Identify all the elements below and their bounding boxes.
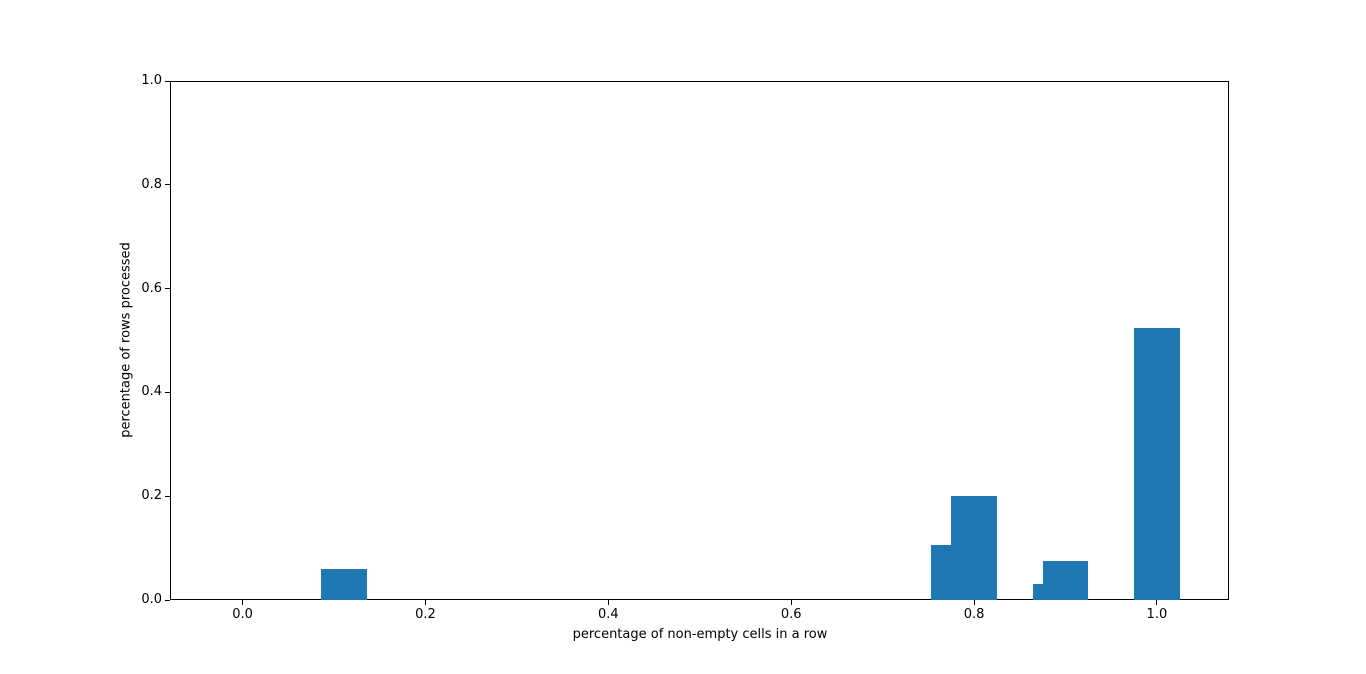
x-tick-label: 0.2 (415, 607, 436, 622)
x-tick-label: 0.0 (232, 607, 253, 622)
bar (321, 568, 367, 600)
bar (1134, 327, 1180, 600)
bar (951, 496, 997, 600)
x-tick (790, 600, 792, 605)
y-tick-label: 0.8 (141, 176, 162, 192)
y-tick-label: 0.0 (141, 592, 162, 607)
y-tick (165, 288, 170, 290)
y-tick-label: 0.2 (141, 488, 162, 504)
y-tick-label: 1.0 (141, 73, 162, 88)
y-tick (165, 391, 170, 393)
bar (1042, 560, 1089, 600)
y-axis-label: percentage of rows processed (118, 242, 134, 438)
x-tick (973, 600, 975, 605)
plot-area (170, 81, 1229, 600)
x-tick-label: 0.8 (963, 607, 985, 622)
x-tick-label: 0.6 (780, 607, 802, 622)
y-tick-label: 0.4 (141, 384, 162, 400)
x-tick (242, 600, 244, 605)
x-tick (425, 600, 426, 605)
x-tick (1156, 600, 1158, 605)
y-tick (165, 184, 170, 186)
y-tick (165, 80, 170, 82)
y-tick-label: 0.6 (141, 280, 162, 296)
x-axis-label: percentage of non-empty cells in a row (572, 627, 828, 642)
x-tick (607, 600, 609, 605)
y-tick (165, 599, 170, 601)
x-tick-label: 0.4 (597, 607, 619, 622)
x-tick-label: 1.0 (1146, 607, 1168, 622)
y-tick (165, 495, 170, 497)
